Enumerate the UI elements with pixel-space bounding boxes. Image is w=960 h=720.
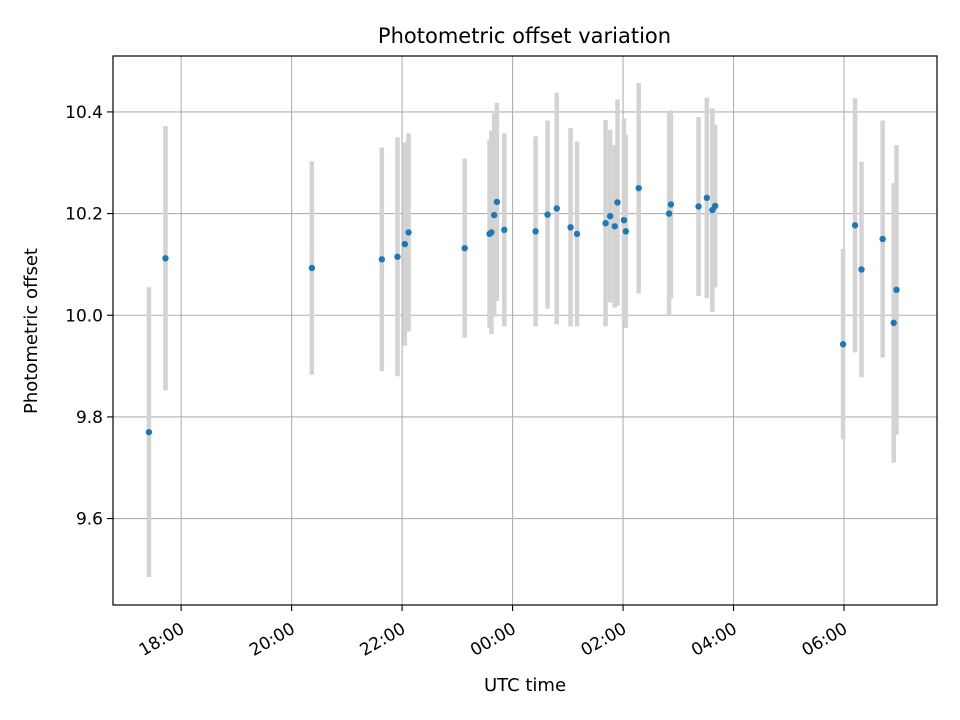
data-point bbox=[891, 320, 897, 326]
y-axis-title: Photometric offset bbox=[21, 248, 42, 414]
data-point bbox=[840, 341, 846, 347]
y-tick-label: 10.0 bbox=[65, 306, 103, 326]
data-point bbox=[852, 222, 858, 228]
data-point bbox=[501, 227, 507, 233]
y-tick-label: 10.2 bbox=[65, 205, 103, 225]
data-point bbox=[636, 185, 642, 191]
data-point bbox=[612, 223, 618, 229]
data-point bbox=[602, 220, 608, 226]
data-point bbox=[621, 217, 627, 223]
data-point bbox=[309, 265, 315, 271]
data-point bbox=[666, 210, 672, 216]
data-point bbox=[394, 254, 400, 260]
data-point bbox=[379, 256, 385, 262]
data-point bbox=[893, 287, 899, 293]
data-point bbox=[712, 203, 718, 209]
data-point bbox=[488, 229, 494, 235]
data-point bbox=[146, 429, 152, 435]
y-tick-label: 10.4 bbox=[65, 103, 103, 123]
data-point bbox=[544, 211, 550, 217]
y-tick-label: 9.6 bbox=[76, 510, 103, 530]
data-point bbox=[491, 212, 497, 218]
data-point bbox=[567, 224, 573, 230]
x-axis-title: UTC time bbox=[484, 675, 566, 696]
data-point bbox=[494, 199, 500, 205]
data-point bbox=[695, 203, 701, 209]
data-point bbox=[879, 236, 885, 242]
data-point bbox=[607, 213, 613, 219]
data-point bbox=[623, 228, 629, 234]
data-point bbox=[704, 195, 710, 201]
chart-title: Photometric offset variation bbox=[378, 24, 671, 48]
data-point bbox=[858, 266, 864, 272]
y-tick-label: 9.8 bbox=[76, 408, 103, 428]
data-point bbox=[402, 241, 408, 247]
data-point bbox=[614, 199, 620, 205]
data-point bbox=[532, 228, 538, 234]
data-point bbox=[574, 231, 580, 237]
data-point bbox=[162, 255, 168, 261]
data-point bbox=[554, 205, 560, 211]
data-point bbox=[461, 245, 467, 251]
data-point bbox=[668, 201, 674, 207]
data-point bbox=[405, 229, 411, 235]
